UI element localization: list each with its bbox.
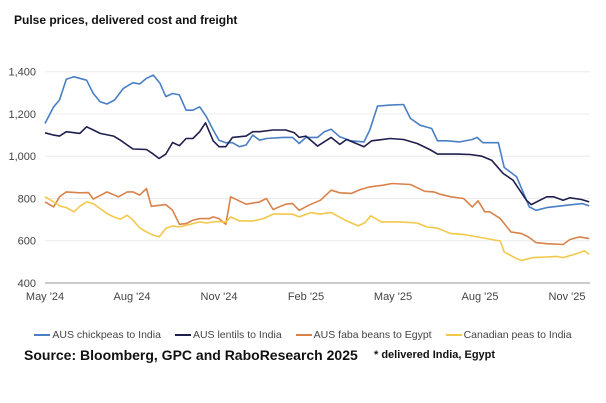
series-line-0 <box>44 74 590 212</box>
x-tick-label: May '24 <box>26 291 64 303</box>
x-tick-label: Nov '25 <box>549 291 586 303</box>
legend-item-faba-beans: AUS faba beans to Egypt <box>295 329 432 341</box>
y-tick-label: 400 <box>18 278 36 290</box>
legend-swatch <box>34 334 51 336</box>
chart-title: Pulse prices, delivered cost and freight <box>14 13 238 27</box>
series-line-2 <box>44 182 590 246</box>
x-tick-label: May '25 <box>374 291 412 303</box>
line-chart: 400 600 800 1,000 1,200 1,400 May '24 Aug '24 No… <box>8 67 590 303</box>
legend-item-lentils: AUS lentils to India <box>174 329 282 341</box>
x-tick-label: Nov '24 <box>201 291 238 303</box>
series-line-3 <box>44 196 590 262</box>
x-tick-label: Aug '25 <box>462 291 499 303</box>
legend: AUS chickpeas to India AUS lentils to In… <box>0 329 606 341</box>
footnote: * delivered India, Egypt <box>374 349 496 361</box>
legend-item-canadian-peas: Canadian peas to India <box>445 329 572 341</box>
y-tick-label: 600 <box>18 236 36 248</box>
legend-swatch <box>445 334 462 336</box>
x-tick-label: Feb '25 <box>288 291 324 303</box>
series-line-1 <box>44 122 590 206</box>
x-tick-label: Aug '24 <box>114 291 151 303</box>
legend-item-chickpeas: AUS chickpeas to India <box>34 329 161 341</box>
legend-label: Canadian peas to India <box>463 329 572 341</box>
legend-label: AUS faba beans to Egypt <box>313 329 432 341</box>
y-tick-label: 1,200 <box>8 109 36 121</box>
legend-swatch <box>174 334 191 336</box>
y-tick-label: 1,000 <box>8 151 36 163</box>
legend-label: AUS chickpeas to India <box>52 329 161 341</box>
y-tick-label: 800 <box>18 193 36 205</box>
y-tick-label: 1,400 <box>8 67 36 79</box>
legend-label: AUS lentils to India <box>192 329 282 341</box>
legend-swatch <box>295 334 312 336</box>
source-text: Source: Bloomberg, GPC and RaboResearch … <box>24 347 358 363</box>
